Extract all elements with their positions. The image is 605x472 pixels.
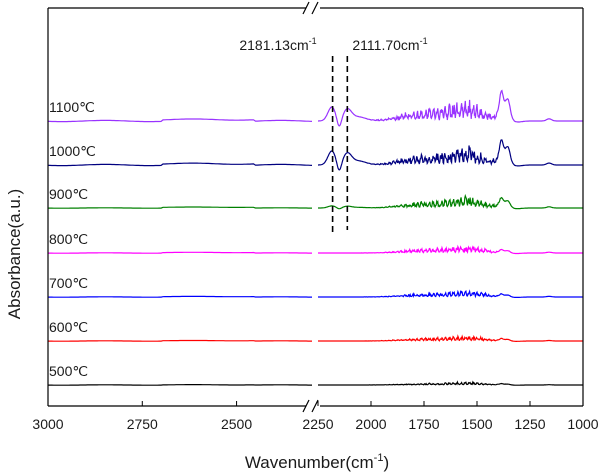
series-line: [48, 289, 583, 299]
series-label: 900℃: [49, 186, 88, 202]
series-label: 800℃: [49, 231, 88, 247]
series-label: 700℃: [49, 275, 88, 291]
plot-frame: [47, 1, 584, 413]
series-line: [48, 380, 583, 386]
series-line: [47, 89, 583, 127]
series-label: 500℃: [49, 363, 88, 379]
x-tick-label: 2250: [302, 416, 333, 432]
x-tick-label: 2750: [127, 416, 158, 432]
axis-break-mark: [302, 1, 310, 15]
x-tick-label: 1500: [461, 416, 492, 432]
annotation-label: 2111.70cm-1: [352, 36, 427, 53]
annotation-layer: 2181.13cm-1 2111.70cm-1: [239, 36, 428, 234]
x-tick-label: 1000: [567, 416, 598, 432]
series-line: [48, 334, 583, 343]
x-axis-label: Wavenumber(cm-1): [245, 452, 389, 472]
x-tick-label: 2500: [221, 416, 252, 432]
annotation-label: 2181.13cm-1: [239, 36, 316, 53]
series-line: [48, 244, 583, 255]
x-tick-label: 1250: [514, 416, 545, 432]
series-labels: 500℃ 600℃ 700℃ 800℃ 900℃ 1000℃ 1100℃: [49, 99, 96, 379]
axis-break-mark: [311, 1, 319, 15]
series-label: 1000℃: [49, 143, 96, 159]
series-line: [47, 139, 583, 171]
x-tick-label: 1750: [408, 416, 439, 432]
series-label: 1100℃: [49, 99, 95, 115]
axis-break-mark: [302, 399, 310, 413]
series-line: [48, 193, 583, 210]
axis-break-mark: [311, 399, 319, 413]
x-tick-label: 3000: [32, 416, 63, 432]
x-tick-label: 2000: [355, 416, 386, 432]
series-layer: [47, 89, 583, 386]
series-label: 600℃: [49, 319, 88, 335]
y-axis-label: Absorbance(a.u.): [5, 189, 24, 319]
x-axis-ticks: 3000 2750 2500 2250 2000 1750 1500 1250 1000: [32, 401, 599, 432]
